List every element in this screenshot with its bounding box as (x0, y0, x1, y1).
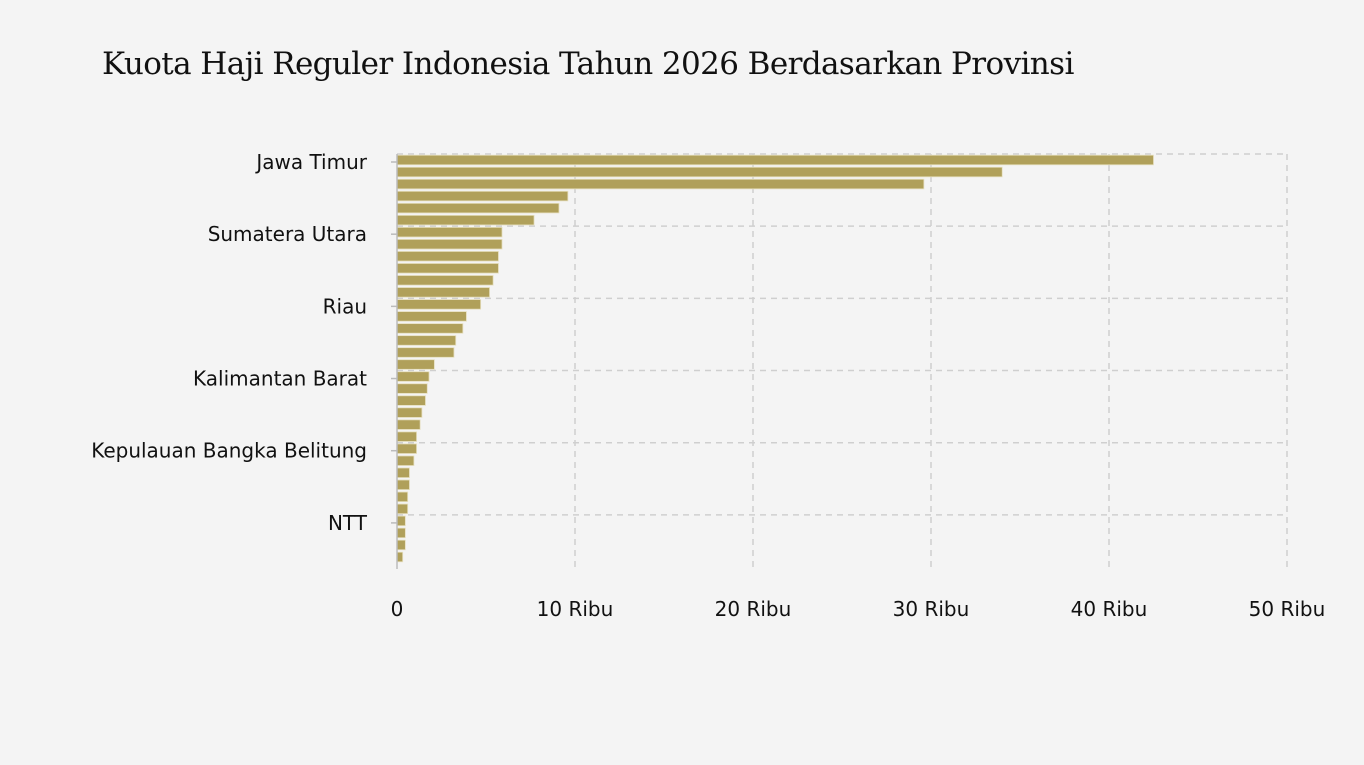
y-tick-label: Kepulauan Bangka Belitung (91, 439, 367, 463)
bar (396, 190, 569, 202)
y-tick-label: NTT (328, 511, 368, 535)
bar (396, 527, 406, 539)
x-tick-label: 50 Ribu (1249, 597, 1326, 621)
bar (396, 239, 503, 250)
bar (396, 539, 406, 551)
bar (396, 226, 503, 238)
x-tick-label: 30 Ribu (893, 597, 970, 621)
bar (396, 467, 410, 478)
bar (396, 299, 482, 310)
bar (396, 311, 467, 322)
bar (396, 515, 406, 527)
bar (396, 383, 428, 394)
bar (396, 371, 430, 382)
bar (396, 166, 1003, 178)
bar (396, 202, 560, 214)
bar (396, 479, 410, 491)
bar (396, 154, 1154, 166)
bar (396, 347, 455, 358)
y-tick-label: Sumatera Utara (208, 222, 367, 246)
bar (396, 263, 499, 274)
bar (396, 359, 435, 370)
bar (396, 443, 417, 454)
x-tick-label: 40 Ribu (1071, 597, 1148, 621)
bar (396, 455, 415, 466)
y-tick-label: Kalimantan Barat (193, 367, 367, 391)
y-tick-label: Jawa Timur (254, 150, 367, 174)
bar (396, 551, 404, 563)
bar (396, 178, 925, 190)
x-tick-label: 20 Ribu (715, 597, 792, 621)
x-tick-label: 0 (391, 597, 404, 621)
bar (396, 335, 457, 346)
bar (396, 287, 490, 298)
bar (396, 214, 535, 226)
bar (396, 395, 426, 406)
bar (396, 251, 499, 262)
bar (396, 407, 423, 418)
bar (396, 503, 409, 515)
bar (396, 275, 494, 286)
bar (396, 431, 417, 442)
bar (396, 419, 421, 430)
bar (396, 491, 409, 503)
chart-title: Kuota Haji Reguler Indonesia Tahun 2026 … (102, 46, 1074, 82)
y-tick-label: Riau (323, 294, 367, 318)
bar (396, 323, 464, 334)
x-tick-label: 10 Ribu (537, 597, 614, 621)
